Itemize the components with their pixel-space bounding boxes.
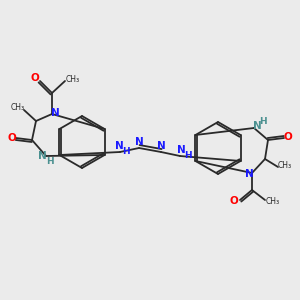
Text: N: N — [177, 145, 185, 155]
Text: N: N — [51, 108, 59, 118]
Text: H: H — [46, 158, 54, 166]
Text: H: H — [184, 151, 192, 160]
Text: N: N — [135, 137, 143, 147]
Text: N: N — [38, 151, 46, 161]
Text: O: O — [284, 132, 292, 142]
Text: CH₃: CH₃ — [278, 161, 292, 170]
Text: CH₃: CH₃ — [266, 196, 280, 206]
Text: O: O — [230, 196, 238, 206]
Text: N: N — [157, 141, 165, 151]
Text: N: N — [253, 121, 261, 131]
Text: O: O — [8, 133, 16, 143]
Text: N: N — [115, 141, 123, 151]
Text: CH₃: CH₃ — [11, 103, 25, 112]
Text: H: H — [259, 118, 267, 127]
Text: O: O — [31, 73, 39, 83]
Text: H: H — [122, 146, 130, 155]
Text: CH₃: CH₃ — [66, 74, 80, 83]
Text: N: N — [244, 169, 253, 179]
